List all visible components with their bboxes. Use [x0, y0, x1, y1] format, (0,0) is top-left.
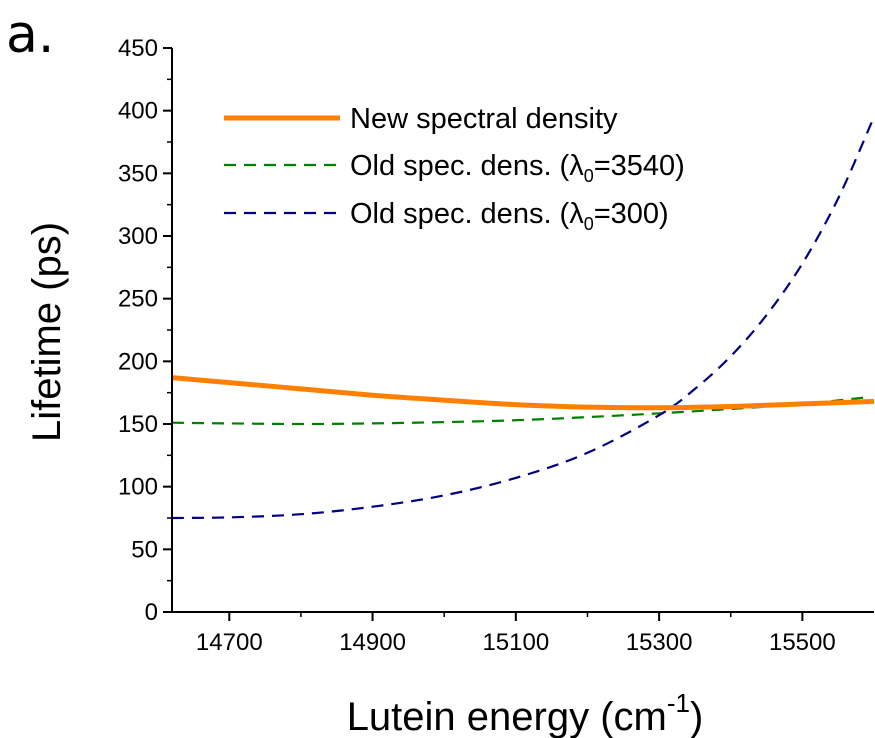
- y-tick-label: 300: [118, 223, 158, 250]
- series-line-new-spectral-density: [171, 375, 875, 411]
- legend-entry-old-300-value: =300): [594, 198, 669, 230]
- legend-entry-old-3540-sub: 0: [584, 166, 594, 186]
- x-tick-label: 14900: [339, 629, 406, 656]
- legend: New spectral density Old spec. dens. (λ0…: [224, 103, 685, 234]
- legend-entry-old-300-name: Old spec. dens. (: [350, 198, 570, 230]
- x-tick-label: 15500: [769, 629, 836, 656]
- y-tick-label: 50: [131, 536, 158, 563]
- y-tick-label: 450: [118, 35, 158, 62]
- y-tick-label: 250: [118, 286, 158, 313]
- x-axis-ticks: 14700 14900 15100 15300 15500: [196, 612, 836, 656]
- plot-lines: [171, 116, 875, 520]
- y-axis-label-text: Lifetime (ps): [25, 222, 69, 442]
- legend-entry-old-3540-value: =3540): [594, 150, 685, 182]
- y-tick-label: 400: [118, 98, 158, 125]
- x-tick-label: 15300: [626, 629, 693, 656]
- y-tick-label: 100: [118, 474, 158, 501]
- x-axis-label-sup: -1: [667, 688, 690, 718]
- legend-entry-old-3540: Old spec. dens. (λ0=3540): [350, 150, 685, 186]
- x-axis-label-close: ): [690, 695, 703, 738]
- y-tick-label: 0: [145, 599, 158, 626]
- y-tick-label: 150: [118, 411, 158, 438]
- legend-entry-new-text: New spectral density: [350, 103, 618, 135]
- y-axis-ticks: 0 50 100 150 200 250 300 350 400 450: [118, 35, 172, 626]
- y-tick-label: 200: [118, 348, 158, 375]
- y-tick-label: 350: [118, 160, 158, 187]
- legend-entry-new: New spectral density: [350, 103, 618, 135]
- x-tick-label: 14700: [196, 629, 263, 656]
- legend-entry-old-300-symbol: λ: [569, 198, 584, 230]
- legend-entry-old-300: Old spec. dens. (λ0=300): [350, 198, 669, 234]
- x-axis-label-text: Lutein energy (cm: [347, 695, 667, 738]
- legend-entry-old-300-sub: 0: [584, 214, 594, 234]
- legend-entry-old-3540-symbol: λ: [569, 150, 584, 182]
- series-line-old-spec-dens-3540: [171, 396, 864, 426]
- x-tick-label: 15100: [482, 629, 549, 656]
- x-axis-label: Lutein energy (cm-1): [347, 688, 704, 738]
- legend-entry-old-3540-name: Old spec. dens. (: [350, 150, 570, 182]
- panel-label: a.: [6, 5, 54, 65]
- y-axis-label: Lifetime (ps): [25, 222, 69, 442]
